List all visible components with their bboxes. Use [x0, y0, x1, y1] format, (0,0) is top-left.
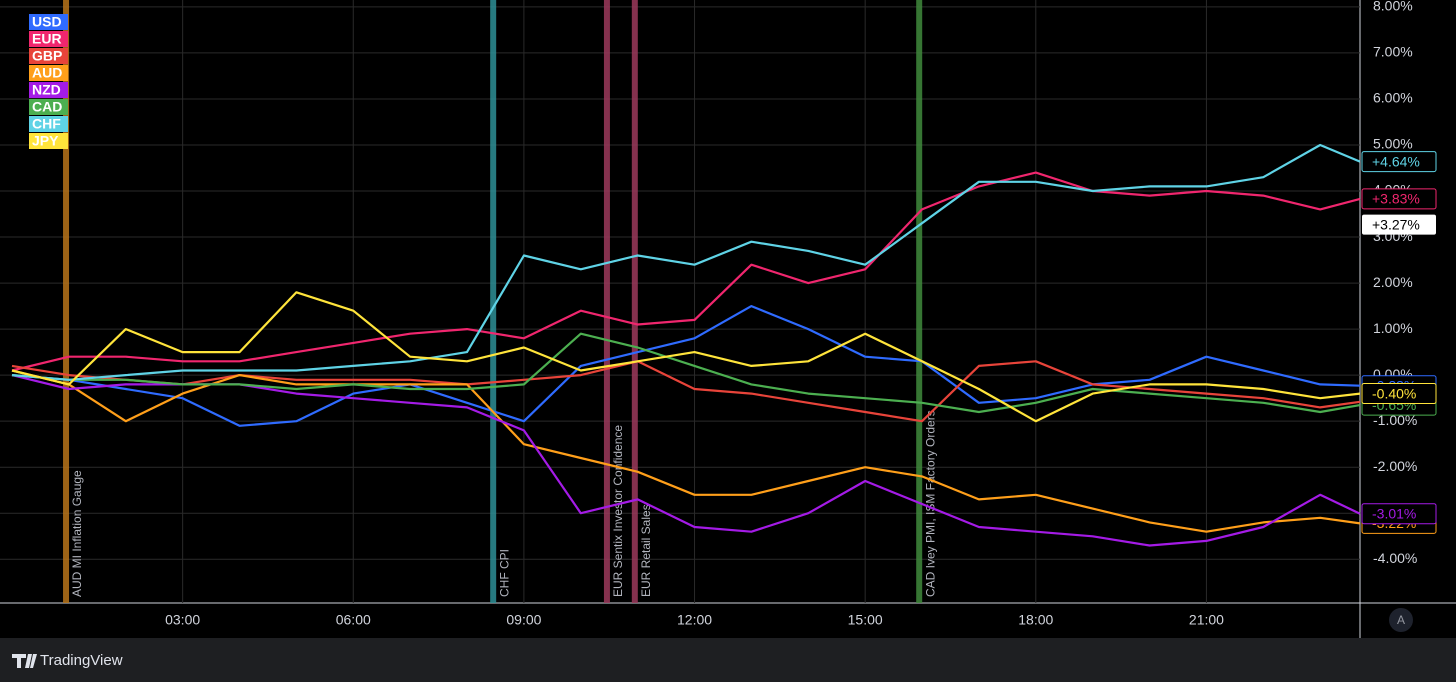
legend-label: GBP — [32, 48, 62, 64]
series-line — [11, 332, 1361, 414]
legend-swatch — [29, 82, 68, 98]
x-tick-label: 12:00 — [677, 612, 712, 628]
brand-logo — [12, 654, 37, 668]
y-tick-label: 8.00% — [1373, 0, 1413, 14]
legend-swatch — [29, 14, 68, 30]
series-line — [11, 171, 1361, 372]
y-tick-label: 7.00% — [1373, 44, 1413, 60]
y-tick-label: 2.00% — [1373, 274, 1413, 290]
y-tick-label: -4.00% — [1373, 550, 1417, 566]
event-label: EUR Sentix Investor Confidence — [611, 425, 625, 597]
event-label: EUR Retail Sales — [639, 504, 653, 597]
series-line — [11, 369, 1361, 533]
legend-swatch — [29, 99, 68, 115]
legend-label: CAD — [32, 99, 62, 115]
series-line — [11, 143, 1361, 381]
last-value-badge — [1361, 503, 1437, 525]
legend-label: USD — [32, 14, 62, 30]
x-tick-label: 09:00 — [506, 612, 541, 628]
legend-swatch — [29, 116, 68, 132]
event-band — [603, 0, 610, 603]
auto-scale-label[interactable]: A — [1397, 613, 1405, 627]
x-tick-label: 03:00 — [165, 612, 200, 628]
event-band — [631, 0, 638, 603]
last-value-badge — [1361, 383, 1437, 405]
last-value-label: -0.40% — [1372, 385, 1416, 401]
brand: TradingView — [40, 652, 123, 669]
y-tick-label: -1.00% — [1373, 412, 1417, 428]
y-tick-label: -2.00% — [1373, 458, 1417, 474]
event-label: AUD MI Inflation Gauge — [70, 470, 84, 597]
legend-label: JPY — [32, 133, 59, 149]
legend-label: EUR — [32, 31, 62, 47]
legend-swatch — [29, 31, 68, 47]
x-tick-label: 06:00 — [336, 612, 371, 628]
legend-swatch — [29, 65, 68, 81]
series-line — [11, 305, 1361, 427]
legend-label: NZD — [32, 82, 61, 98]
auto-scale-button[interactable] — [1389, 608, 1413, 632]
legend-label: CHF — [32, 116, 61, 132]
last-value-label: -3.01% — [1372, 505, 1416, 521]
y-tick-label: 1.00% — [1373, 320, 1413, 336]
last-value-badge — [1361, 188, 1437, 210]
legend-swatch — [29, 133, 68, 149]
legend-swatch — [29, 48, 68, 64]
event-band — [63, 0, 70, 603]
event-band — [490, 0, 497, 603]
x-tick-label: 18:00 — [1018, 612, 1053, 628]
event-label: CAD Ivey PMI, ISM Factory Orders — [923, 410, 937, 597]
x-tick-label: 15:00 — [848, 612, 883, 628]
event-band — [916, 0, 923, 603]
y-tick-label: 6.00% — [1373, 90, 1413, 106]
event-label: CHF CPI — [497, 549, 511, 597]
last-value-badge — [1361, 151, 1437, 173]
last-value-label: +4.64% — [1372, 153, 1420, 169]
marker-label: +3.27% — [1372, 216, 1420, 232]
series-line — [11, 291, 1361, 423]
marker-badge — [1362, 214, 1436, 235]
last-value-label: +3.83% — [1372, 191, 1420, 207]
x-tick-label: 21:00 — [1189, 612, 1224, 628]
legend-label: AUD — [32, 65, 62, 81]
y-tick-label: 5.00% — [1373, 136, 1413, 152]
